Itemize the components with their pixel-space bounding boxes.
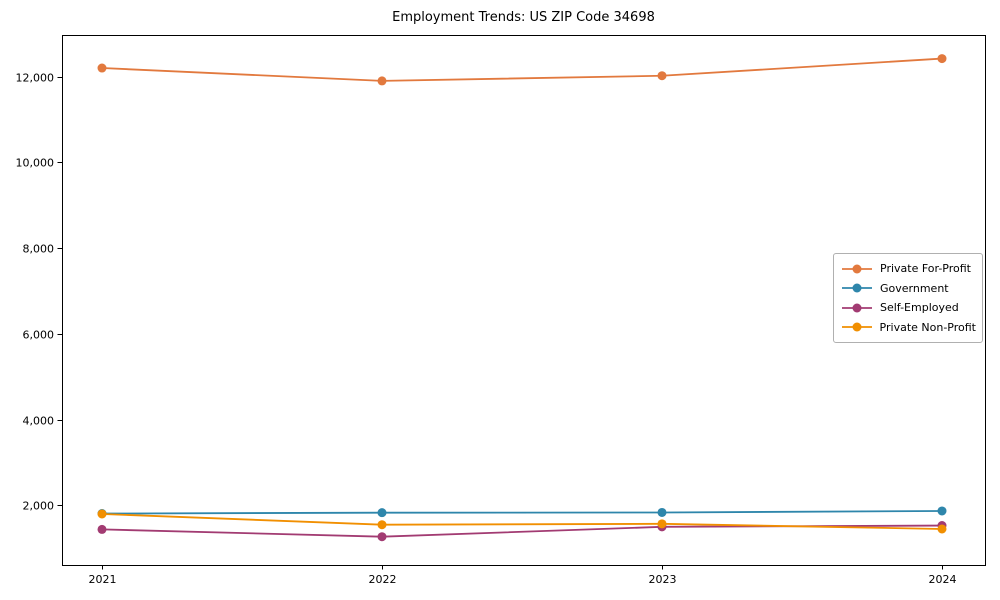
data-point-self-employed: [97, 524, 107, 534]
legend-item-private-for-profit: Private For-Profit: [841, 260, 976, 278]
y-tick-label: 6,000: [23, 329, 55, 342]
y-tick-label: 8,000: [23, 243, 55, 256]
legend-marker-icon: [842, 283, 872, 293]
data-point-private-non-profit: [377, 520, 387, 530]
data-point-private-for-profit: [377, 76, 387, 86]
data-point-private-non-profit: [97, 509, 107, 519]
legend-marker-icon: [842, 322, 872, 332]
x-tick-label: 2024: [929, 573, 957, 586]
data-point-private-non-profit: [937, 524, 947, 534]
x-tick-label: 2022: [369, 573, 397, 586]
x-tick-label: 2023: [649, 573, 677, 586]
plot-border: [62, 35, 986, 566]
series-line-private-non-profit: [101, 513, 943, 530]
data-point-private-for-profit: [97, 63, 107, 73]
y-tick-label: 2,000: [23, 500, 55, 513]
data-point-private-for-profit: [657, 71, 667, 81]
data-point-government: [937, 506, 947, 516]
legend-marker-icon: [842, 264, 872, 274]
legend-label-self-employed: Self-Employed: [880, 301, 959, 315]
legend-item-private-non-profit: Private Non-Profit: [841, 318, 976, 336]
data-point-private-for-profit: [937, 54, 947, 64]
y-tick-label: 4,000: [23, 415, 55, 428]
chart-title: Employment Trends: US ZIP Code 34698: [392, 10, 655, 25]
legend-label-private-non-profit: Private Non-Profit: [879, 320, 976, 334]
data-point-self-employed: [377, 532, 387, 542]
data-point-government: [377, 508, 387, 518]
legend-marker-icon: [842, 303, 872, 313]
legend-item-government: Government: [841, 279, 976, 297]
series-line-private-for-profit: [101, 57, 943, 82]
y-tick-label: 12,000: [16, 72, 55, 85]
x-tick-label: 2021: [89, 573, 117, 586]
legend-label-government: Government: [880, 281, 949, 295]
series-line-government: [101, 510, 943, 515]
y-tick-label: 10,000: [16, 157, 55, 170]
data-point-government: [657, 507, 667, 517]
data-point-private-non-profit: [657, 519, 667, 529]
legend-label-private-for-profit: Private For-Profit: [880, 262, 971, 276]
legend-item-self-employed: Self-Employed: [841, 299, 976, 317]
legend: Private For-Profit Government Self-Employe…: [833, 253, 983, 343]
